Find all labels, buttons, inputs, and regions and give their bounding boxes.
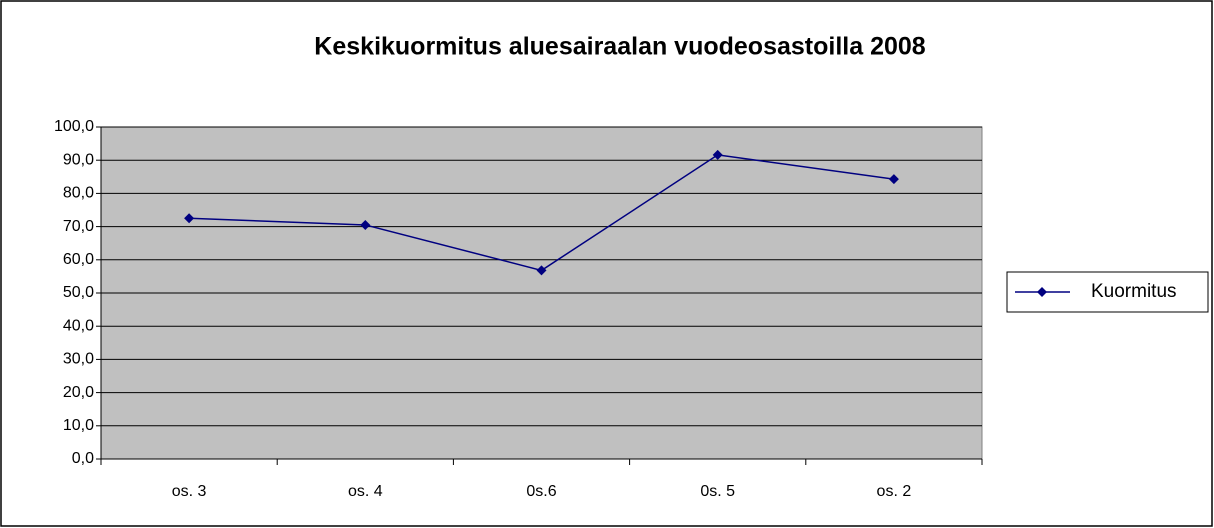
y-tick-label: 50,0 [63, 284, 94, 301]
chart-title: Keskikuormitus aluesairaalan vuodeosasto… [314, 33, 925, 61]
y-tick-label: 40,0 [63, 317, 94, 334]
marker [536, 265, 547, 276]
marker [360, 219, 371, 230]
x-tick-label: 0s. 5 [700, 483, 735, 500]
marker [888, 174, 899, 185]
y-tick-label: 80,0 [63, 185, 94, 202]
legend-marker [1037, 287, 1047, 297]
y-tick-label: 20,0 [63, 384, 94, 401]
y-tick-label: 70,0 [63, 218, 94, 235]
y-tick-label: 100,0 [54, 118, 94, 135]
marker [712, 149, 723, 160]
y-tick-label: 90,0 [63, 151, 94, 168]
y-tick-label: 30,0 [63, 351, 94, 368]
y-tick-label: 10,0 [63, 417, 94, 434]
x-tick-label: os. 3 [172, 483, 207, 500]
x-tick-label: os. 2 [877, 483, 912, 500]
y-tick-label: 60,0 [63, 251, 94, 268]
x-tick-label: os. 4 [348, 483, 383, 500]
y-tick-label: 0,0 [72, 450, 94, 467]
marker [184, 213, 195, 224]
x-tick-label: 0s.6 [526, 483, 556, 500]
legend-label: Kuormitus [1091, 281, 1177, 302]
